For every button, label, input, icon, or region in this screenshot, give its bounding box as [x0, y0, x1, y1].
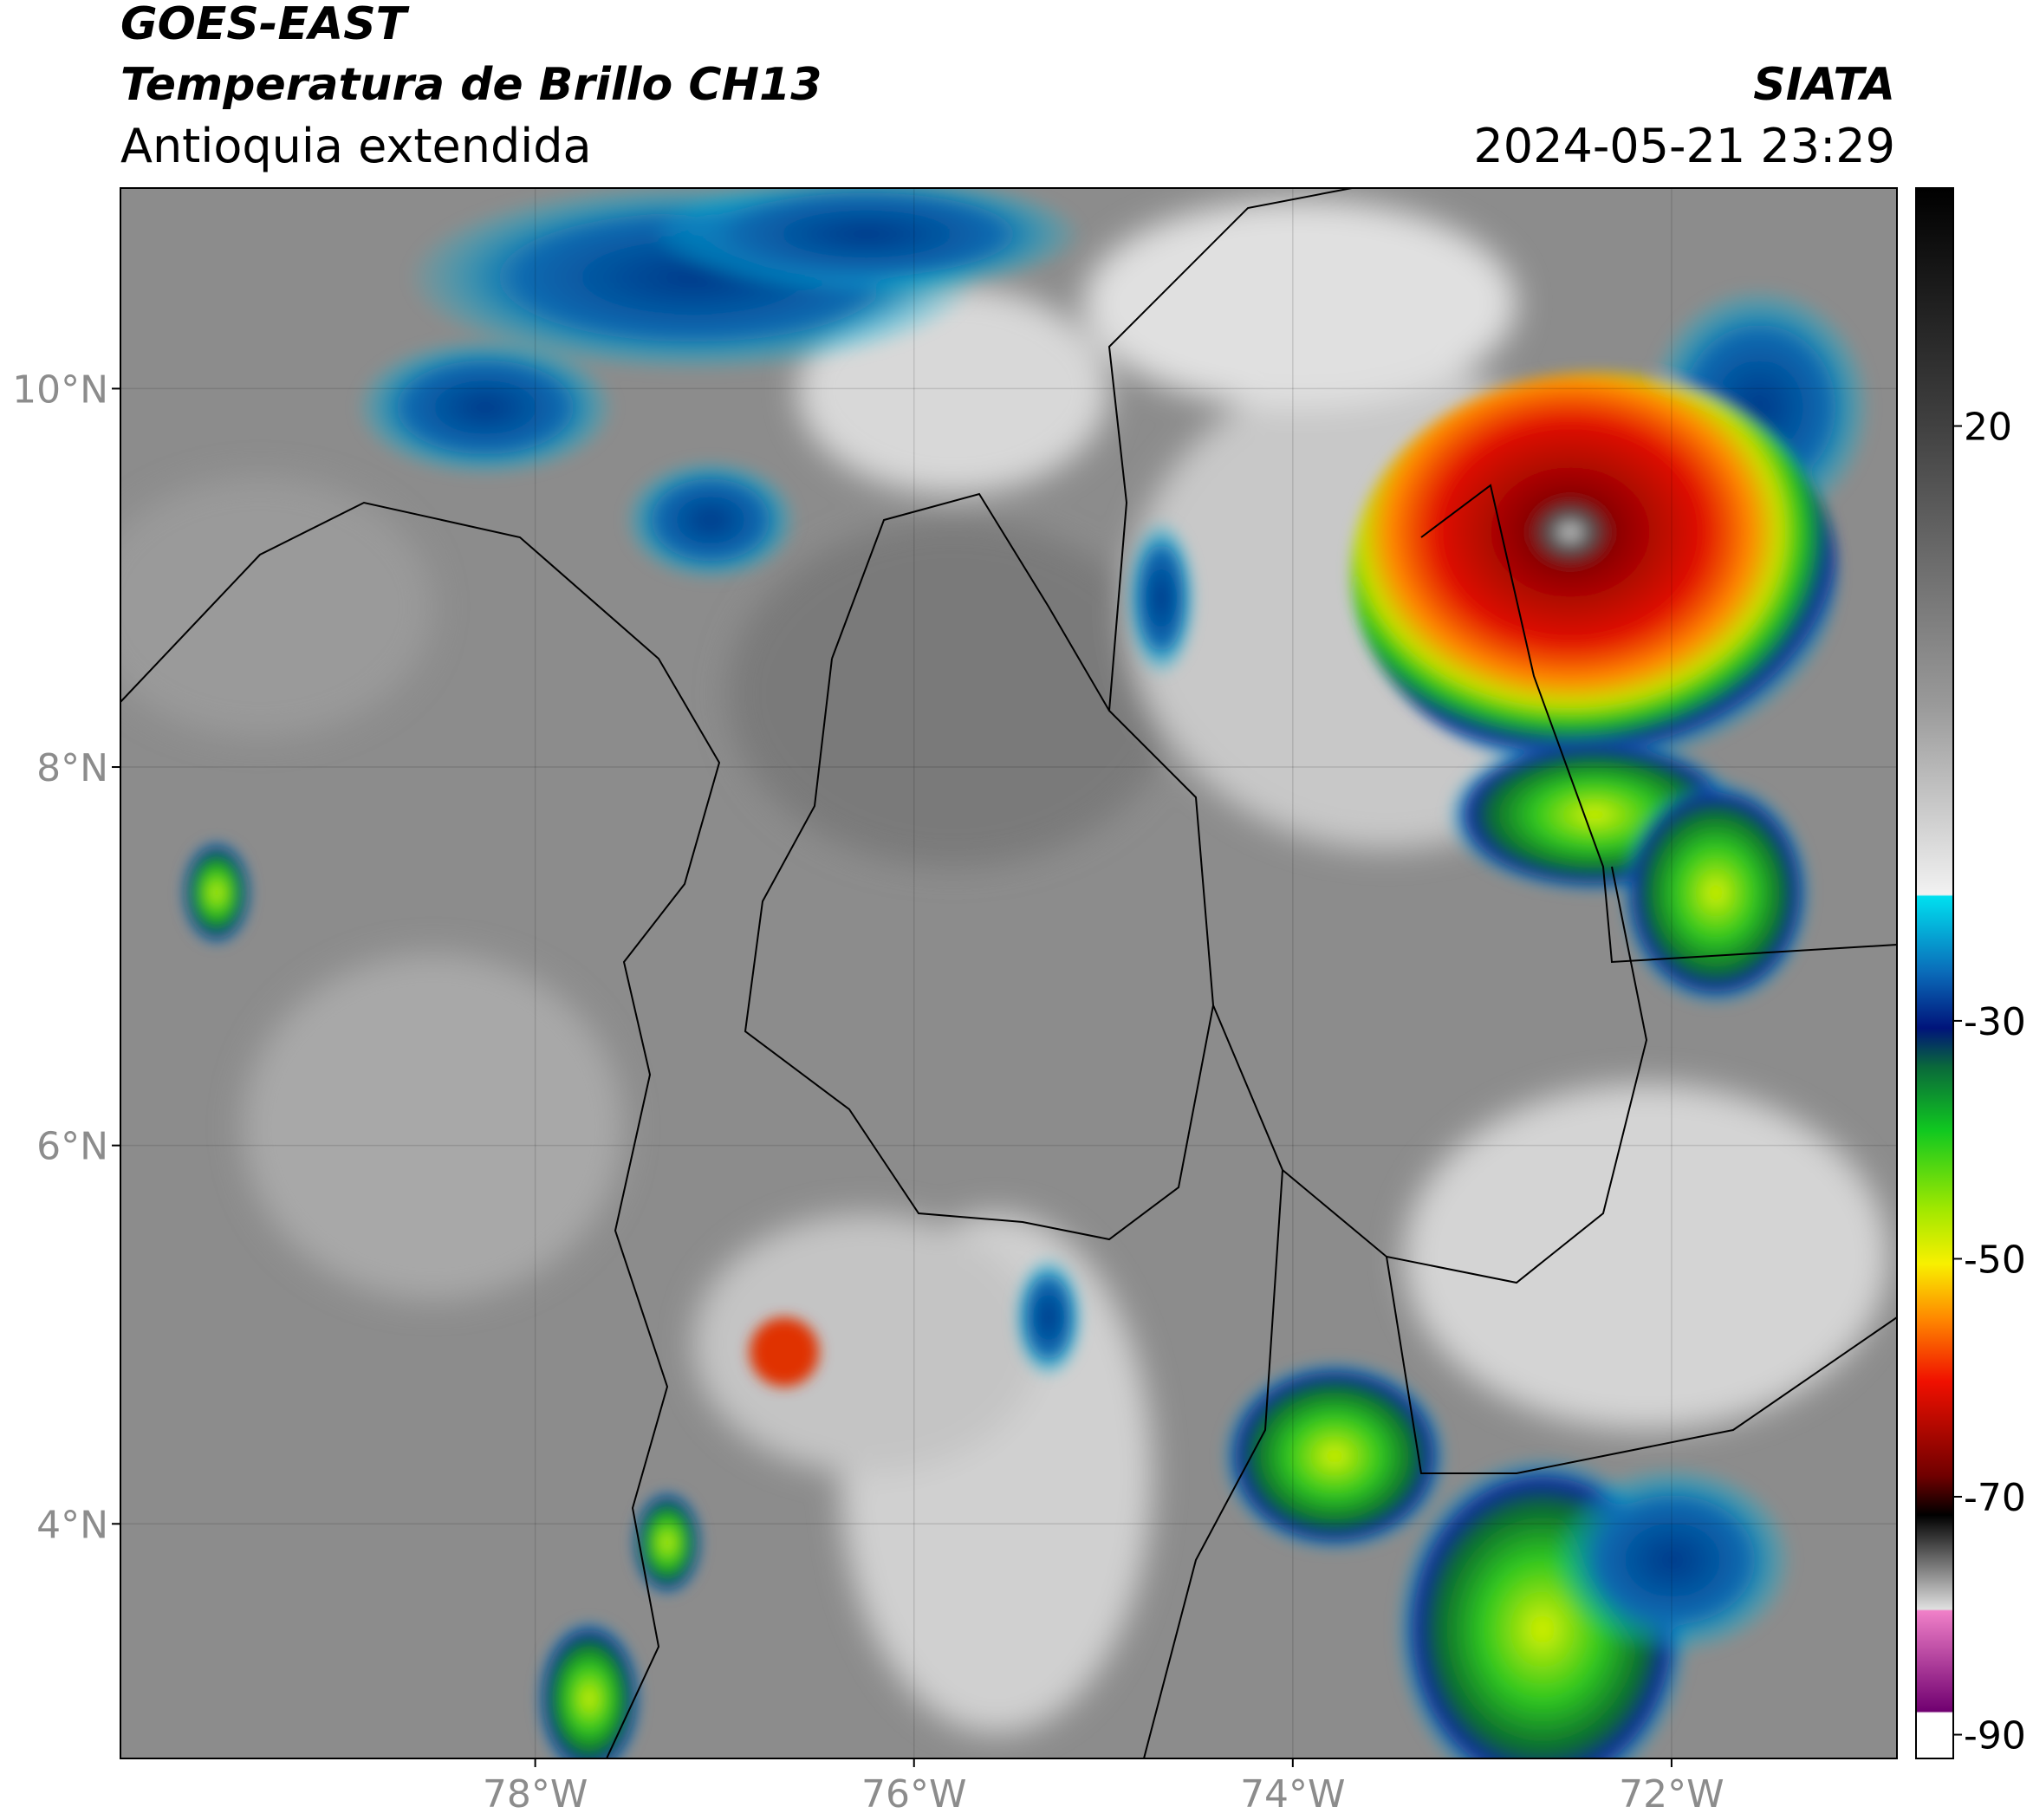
colorbar-tick-label: -50: [1964, 1238, 2026, 1282]
colorbar-axis: 20 -30 -50 -70 -90: [1953, 406, 2026, 1758]
colorbar-tick-label: -30: [1964, 1000, 2026, 1044]
y-tick-label: 10°N: [12, 367, 108, 412]
source: SIATA: [1753, 59, 1895, 111]
cold-tops: [182, 188, 1872, 1758]
subtitle: Temperatura de Brillo CH13: [120, 59, 822, 111]
map-axes: 78°W 76°W 74°W 72°W 4°N 6°N 8°N 10°N: [12, 188, 1897, 1817]
datetime: 2024-05-21 23:29: [1473, 119, 1895, 173]
colorbar-tick-label: -90: [1964, 1714, 2026, 1758]
x-tick-label: 78°W: [483, 1772, 588, 1817]
map-frame: [120, 187, 1898, 1759]
y-tick-label: 4°N: [36, 1503, 108, 1547]
borders: [120, 188, 1897, 1758]
satellite-image: [120, 188, 1897, 1758]
x-tick-label: 76°W: [861, 1772, 967, 1817]
x-tick-label: 72°W: [1619, 1772, 1724, 1817]
y-tick-label: 8°N: [36, 746, 108, 790]
x-tick-label: 74°W: [1240, 1772, 1346, 1817]
colorbar-tick-label: -70: [1964, 1476, 2026, 1520]
colorbar-tick-label: 20: [1964, 406, 2012, 450]
region: Antioquia extendida: [120, 119, 592, 173]
title: GOES-EAST: [120, 0, 410, 50]
y-tick-label: 6°N: [36, 1125, 108, 1169]
colorbar: [1915, 187, 1954, 1759]
